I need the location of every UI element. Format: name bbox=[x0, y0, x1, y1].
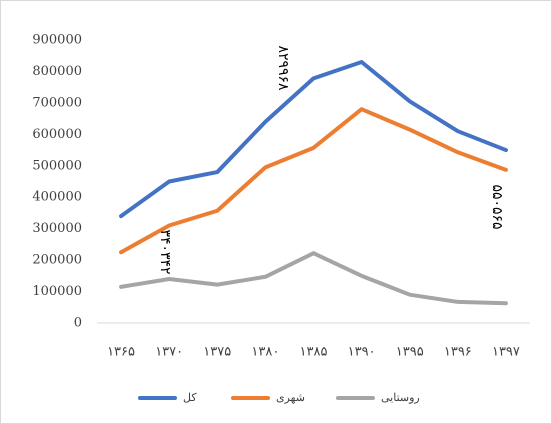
series-line bbox=[119, 251, 508, 306]
y-tick-label: 100000 bbox=[32, 284, 82, 299]
x-tick-label: ۱۳۹۷ bbox=[492, 345, 520, 360]
series-line bbox=[119, 107, 508, 255]
y-tick-label: 400000 bbox=[32, 190, 82, 205]
x-tick-label: ۱۳۹۶ bbox=[444, 345, 472, 360]
x-tick-label: ۱۳۸۰ bbox=[251, 345, 279, 360]
annotation: ۸۲۹۹۶۸ bbox=[275, 45, 291, 91]
x-tick-label: ۱۳۶۵ bbox=[107, 345, 135, 360]
y-tick-label: 0 bbox=[74, 316, 82, 331]
x-tick-label: ۱۳۸۵ bbox=[300, 345, 328, 360]
y-tick-label: 700000 bbox=[32, 95, 82, 110]
x-tick-label: ۱۳۹۵ bbox=[396, 345, 424, 360]
series-line bbox=[119, 60, 508, 219]
x-tick-label: ۱۳۷۵ bbox=[203, 345, 231, 360]
annotation: ۵۵۰۵۶۵ bbox=[489, 184, 505, 229]
x-tick-label: ۱۳۷۰ bbox=[155, 345, 183, 360]
annotation: ۳۴۰۳۴۲ bbox=[157, 229, 173, 274]
y-tick-label: 300000 bbox=[32, 221, 82, 236]
y-tick-label: 900000 bbox=[32, 33, 82, 48]
x-tick-label: ۱۳۹۰ bbox=[348, 345, 376, 360]
y-tick-label: 600000 bbox=[32, 127, 82, 142]
legend-label: شهری bbox=[276, 391, 305, 404]
legend-label: روستایی bbox=[381, 391, 420, 404]
y-tick-label: 800000 bbox=[32, 64, 82, 79]
y-tick-label: 200000 bbox=[32, 253, 82, 268]
legend-label: کل bbox=[183, 391, 197, 404]
y-tick-label: 500000 bbox=[32, 158, 82, 173]
